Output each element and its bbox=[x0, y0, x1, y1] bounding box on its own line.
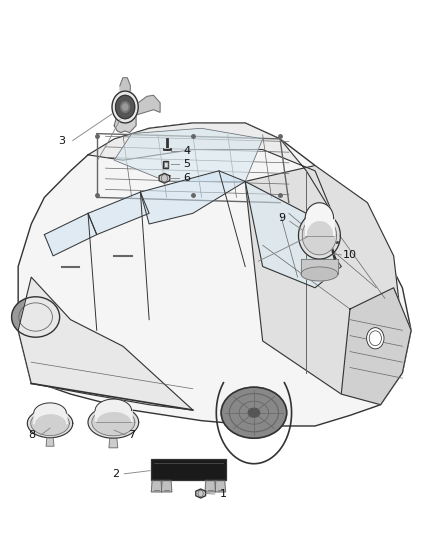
Text: 10: 10 bbox=[343, 250, 357, 260]
Polygon shape bbox=[136, 95, 160, 115]
Polygon shape bbox=[302, 216, 337, 255]
Text: 6: 6 bbox=[184, 173, 191, 183]
Text: 2: 2 bbox=[112, 469, 119, 479]
Polygon shape bbox=[205, 480, 215, 492]
Polygon shape bbox=[151, 480, 162, 492]
Polygon shape bbox=[120, 78, 131, 102]
Text: 8: 8 bbox=[28, 430, 35, 440]
Polygon shape bbox=[245, 181, 341, 288]
Ellipse shape bbox=[367, 328, 384, 349]
Bar bbox=[164, 162, 168, 167]
Polygon shape bbox=[18, 123, 411, 426]
Polygon shape bbox=[301, 267, 338, 281]
Polygon shape bbox=[245, 165, 403, 394]
Ellipse shape bbox=[12, 297, 60, 337]
Polygon shape bbox=[215, 480, 226, 492]
Circle shape bbox=[123, 104, 128, 110]
Bar bbox=[163, 161, 168, 167]
Polygon shape bbox=[109, 438, 118, 448]
Text: 3: 3 bbox=[58, 135, 65, 146]
Polygon shape bbox=[298, 212, 340, 259]
Text: 1: 1 bbox=[220, 489, 227, 499]
Polygon shape bbox=[141, 171, 245, 224]
Polygon shape bbox=[88, 406, 139, 438]
Polygon shape bbox=[114, 99, 136, 133]
Polygon shape bbox=[18, 277, 193, 410]
Polygon shape bbox=[159, 173, 170, 183]
Polygon shape bbox=[46, 438, 54, 446]
Polygon shape bbox=[44, 213, 97, 256]
Polygon shape bbox=[88, 123, 332, 213]
Polygon shape bbox=[196, 489, 205, 498]
Bar bbox=[151, 459, 226, 480]
Polygon shape bbox=[301, 259, 338, 274]
Polygon shape bbox=[114, 128, 263, 181]
Circle shape bbox=[112, 91, 138, 123]
Text: 9: 9 bbox=[279, 213, 286, 223]
Polygon shape bbox=[31, 411, 69, 435]
Circle shape bbox=[121, 102, 130, 112]
Text: 7: 7 bbox=[128, 430, 135, 440]
Polygon shape bbox=[341, 288, 411, 405]
Polygon shape bbox=[88, 192, 149, 235]
Text: 5: 5 bbox=[184, 159, 191, 169]
Polygon shape bbox=[92, 409, 135, 436]
Polygon shape bbox=[27, 409, 73, 438]
Polygon shape bbox=[161, 480, 172, 492]
Ellipse shape bbox=[248, 408, 260, 417]
Text: 4: 4 bbox=[184, 146, 191, 156]
Circle shape bbox=[116, 95, 135, 119]
Ellipse shape bbox=[221, 387, 287, 438]
